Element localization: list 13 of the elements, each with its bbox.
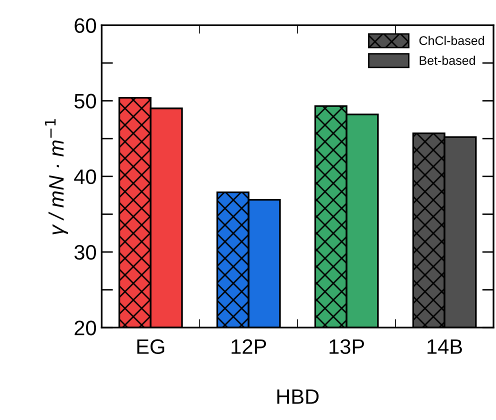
x-tick-label: 14B	[428, 339, 462, 354]
x-tick-label: EG	[137, 339, 164, 354]
y-tick-label: 20	[74, 320, 96, 336]
legend-label: Bet-based	[420, 56, 475, 65]
y-tick-label: 50	[74, 94, 96, 109]
y-axis-title: γ / mN · m$^{−1}$	[44, 119, 68, 234]
x-tick-label: 12P	[232, 339, 266, 354]
y-tick-label: 60	[74, 18, 96, 33]
x-axis-title: HBD	[277, 389, 319, 404]
y-tick-label: 30	[74, 245, 96, 260]
x-tick-label: 13P	[330, 339, 364, 354]
legend-label: ChCl-based	[419, 36, 484, 46]
y-tick-label: 40	[74, 169, 96, 184]
